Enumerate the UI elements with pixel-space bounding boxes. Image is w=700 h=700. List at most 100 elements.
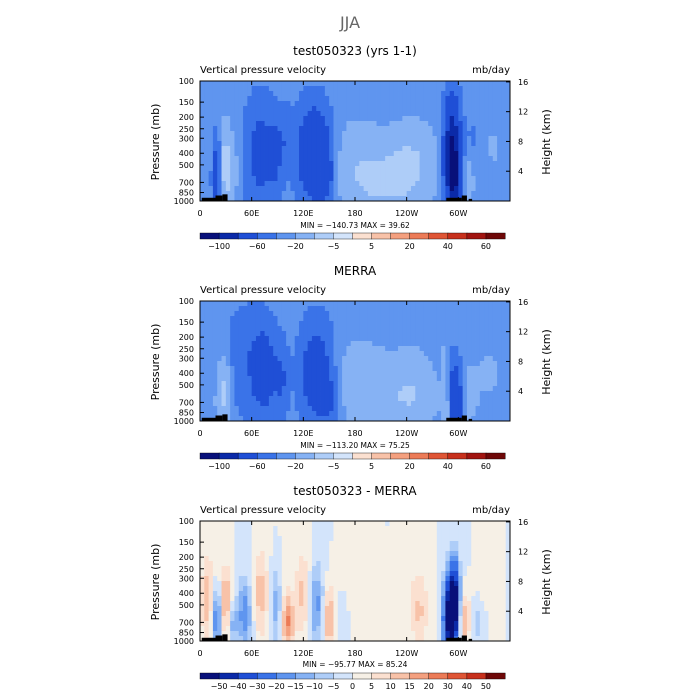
heatmap-cell <box>376 596 382 602</box>
heatmap-cell <box>290 561 296 567</box>
heatmap-cell <box>204 551 210 557</box>
heatmap-cell <box>355 91 360 97</box>
heatmap-cell <box>410 146 416 152</box>
heatmap-cell <box>299 341 304 347</box>
heatmap-cell <box>212 96 218 102</box>
heatmap-cell <box>286 111 291 117</box>
heatmap-cell <box>286 116 291 122</box>
heatmap-cell <box>380 151 386 157</box>
heatmap-cell <box>243 321 248 327</box>
heatmap-cell <box>367 566 373 572</box>
heatmap-cell <box>247 371 253 377</box>
heatmap-cell <box>488 536 494 542</box>
heatmap-cell <box>204 116 210 122</box>
heatmap-cell <box>333 181 339 187</box>
heatmap-cell <box>428 156 433 162</box>
heatmap-cell <box>389 146 395 152</box>
heatmap-cell <box>423 536 429 542</box>
heatmap-cell <box>294 176 300 182</box>
heatmap-cell <box>329 196 334 202</box>
heatmap-cell <box>385 156 390 162</box>
heatmap-cell <box>217 331 222 337</box>
heatmap-cell <box>398 166 403 172</box>
heatmap-cell <box>260 381 265 387</box>
heatmap-cell <box>268 121 274 127</box>
heatmap-cell <box>255 606 261 612</box>
heatmap-cell <box>492 161 498 167</box>
heatmap-cell <box>423 96 429 102</box>
heatmap-cell <box>324 371 330 377</box>
panel-1: test050323 (yrs 1-1) Vertical pressure v… <box>149 44 553 251</box>
heatmap-cell <box>479 566 485 572</box>
heatmap-cell <box>423 81 429 87</box>
heatmap-cell <box>406 191 412 197</box>
heatmap-cell <box>410 411 416 417</box>
heatmap-cell <box>393 166 399 172</box>
heatmap-cell <box>423 346 429 352</box>
heatmap-cell <box>501 541 507 547</box>
heatmap-cell <box>445 611 451 617</box>
heatmap-cell <box>350 316 356 322</box>
heatmap-cell <box>441 86 446 92</box>
heatmap-cell <box>255 611 261 617</box>
heatmap-cell <box>329 561 334 567</box>
heatmap-cell <box>273 596 278 602</box>
heatmap-cell <box>385 126 390 132</box>
panel-1-minmax: MIN = −140.73 MAX = 39.62 <box>300 221 410 230</box>
heatmap-cell <box>200 601 205 607</box>
heatmap-cell <box>428 576 433 582</box>
heatmap-cell <box>311 166 317 172</box>
heatmap-cell <box>299 336 304 342</box>
heatmap-cell <box>277 191 283 197</box>
heatmap-cell <box>415 611 420 617</box>
heatmap-cell <box>234 101 240 107</box>
heatmap-cell <box>389 376 395 382</box>
heatmap-cell <box>501 361 507 367</box>
heatmap-cell <box>333 571 339 577</box>
heatmap-cell <box>471 136 476 142</box>
heatmap-cell <box>311 96 317 102</box>
heatmap-cell <box>260 326 265 332</box>
heatmap-cell <box>324 141 330 147</box>
heatmap-cell <box>419 326 425 332</box>
heatmap-cell <box>436 81 442 87</box>
heatmap-cell <box>462 551 468 557</box>
heatmap-cell <box>200 176 205 182</box>
heatmap-cell <box>316 576 321 582</box>
heatmap-cell <box>303 166 309 172</box>
heatmap-cell <box>462 306 468 312</box>
heatmap-cell <box>281 341 287 347</box>
heatmap-cell <box>436 581 442 587</box>
heatmap-cell <box>264 146 270 152</box>
heatmap-cell <box>247 111 253 117</box>
heatmap-cell <box>243 91 248 97</box>
heatmap-cell <box>423 411 429 417</box>
heatmap-cell <box>402 411 408 417</box>
heatmap-cell <box>415 561 420 567</box>
heatmap-cell <box>324 586 330 592</box>
heatmap-cell <box>255 401 261 407</box>
heatmap-cell <box>200 141 205 147</box>
heatmap-cell <box>436 301 442 307</box>
heatmap-cell <box>346 561 352 567</box>
heatmap-cell <box>380 136 386 142</box>
heatmap-cell <box>398 311 403 317</box>
heatmap-cell <box>449 556 455 562</box>
heatmap-cell <box>208 581 214 587</box>
heatmap-cell <box>346 381 352 387</box>
heatmap-cell <box>497 176 502 182</box>
heatmap-cell <box>307 116 313 122</box>
heatmap-cell <box>436 551 442 557</box>
heatmap-cell <box>471 391 476 397</box>
heatmap-cell <box>286 166 291 172</box>
heatmap-cell <box>221 166 227 172</box>
heatmap-cell <box>221 556 227 562</box>
heatmap-cell <box>234 381 240 387</box>
heatmap-cell <box>423 596 429 602</box>
heatmap-cell <box>342 561 347 567</box>
heatmap-cell <box>290 361 296 367</box>
heatmap-cell <box>471 416 476 422</box>
heatmap-cell <box>251 531 257 537</box>
heatmap-cell <box>462 611 468 617</box>
heatmap-cell <box>268 186 274 192</box>
